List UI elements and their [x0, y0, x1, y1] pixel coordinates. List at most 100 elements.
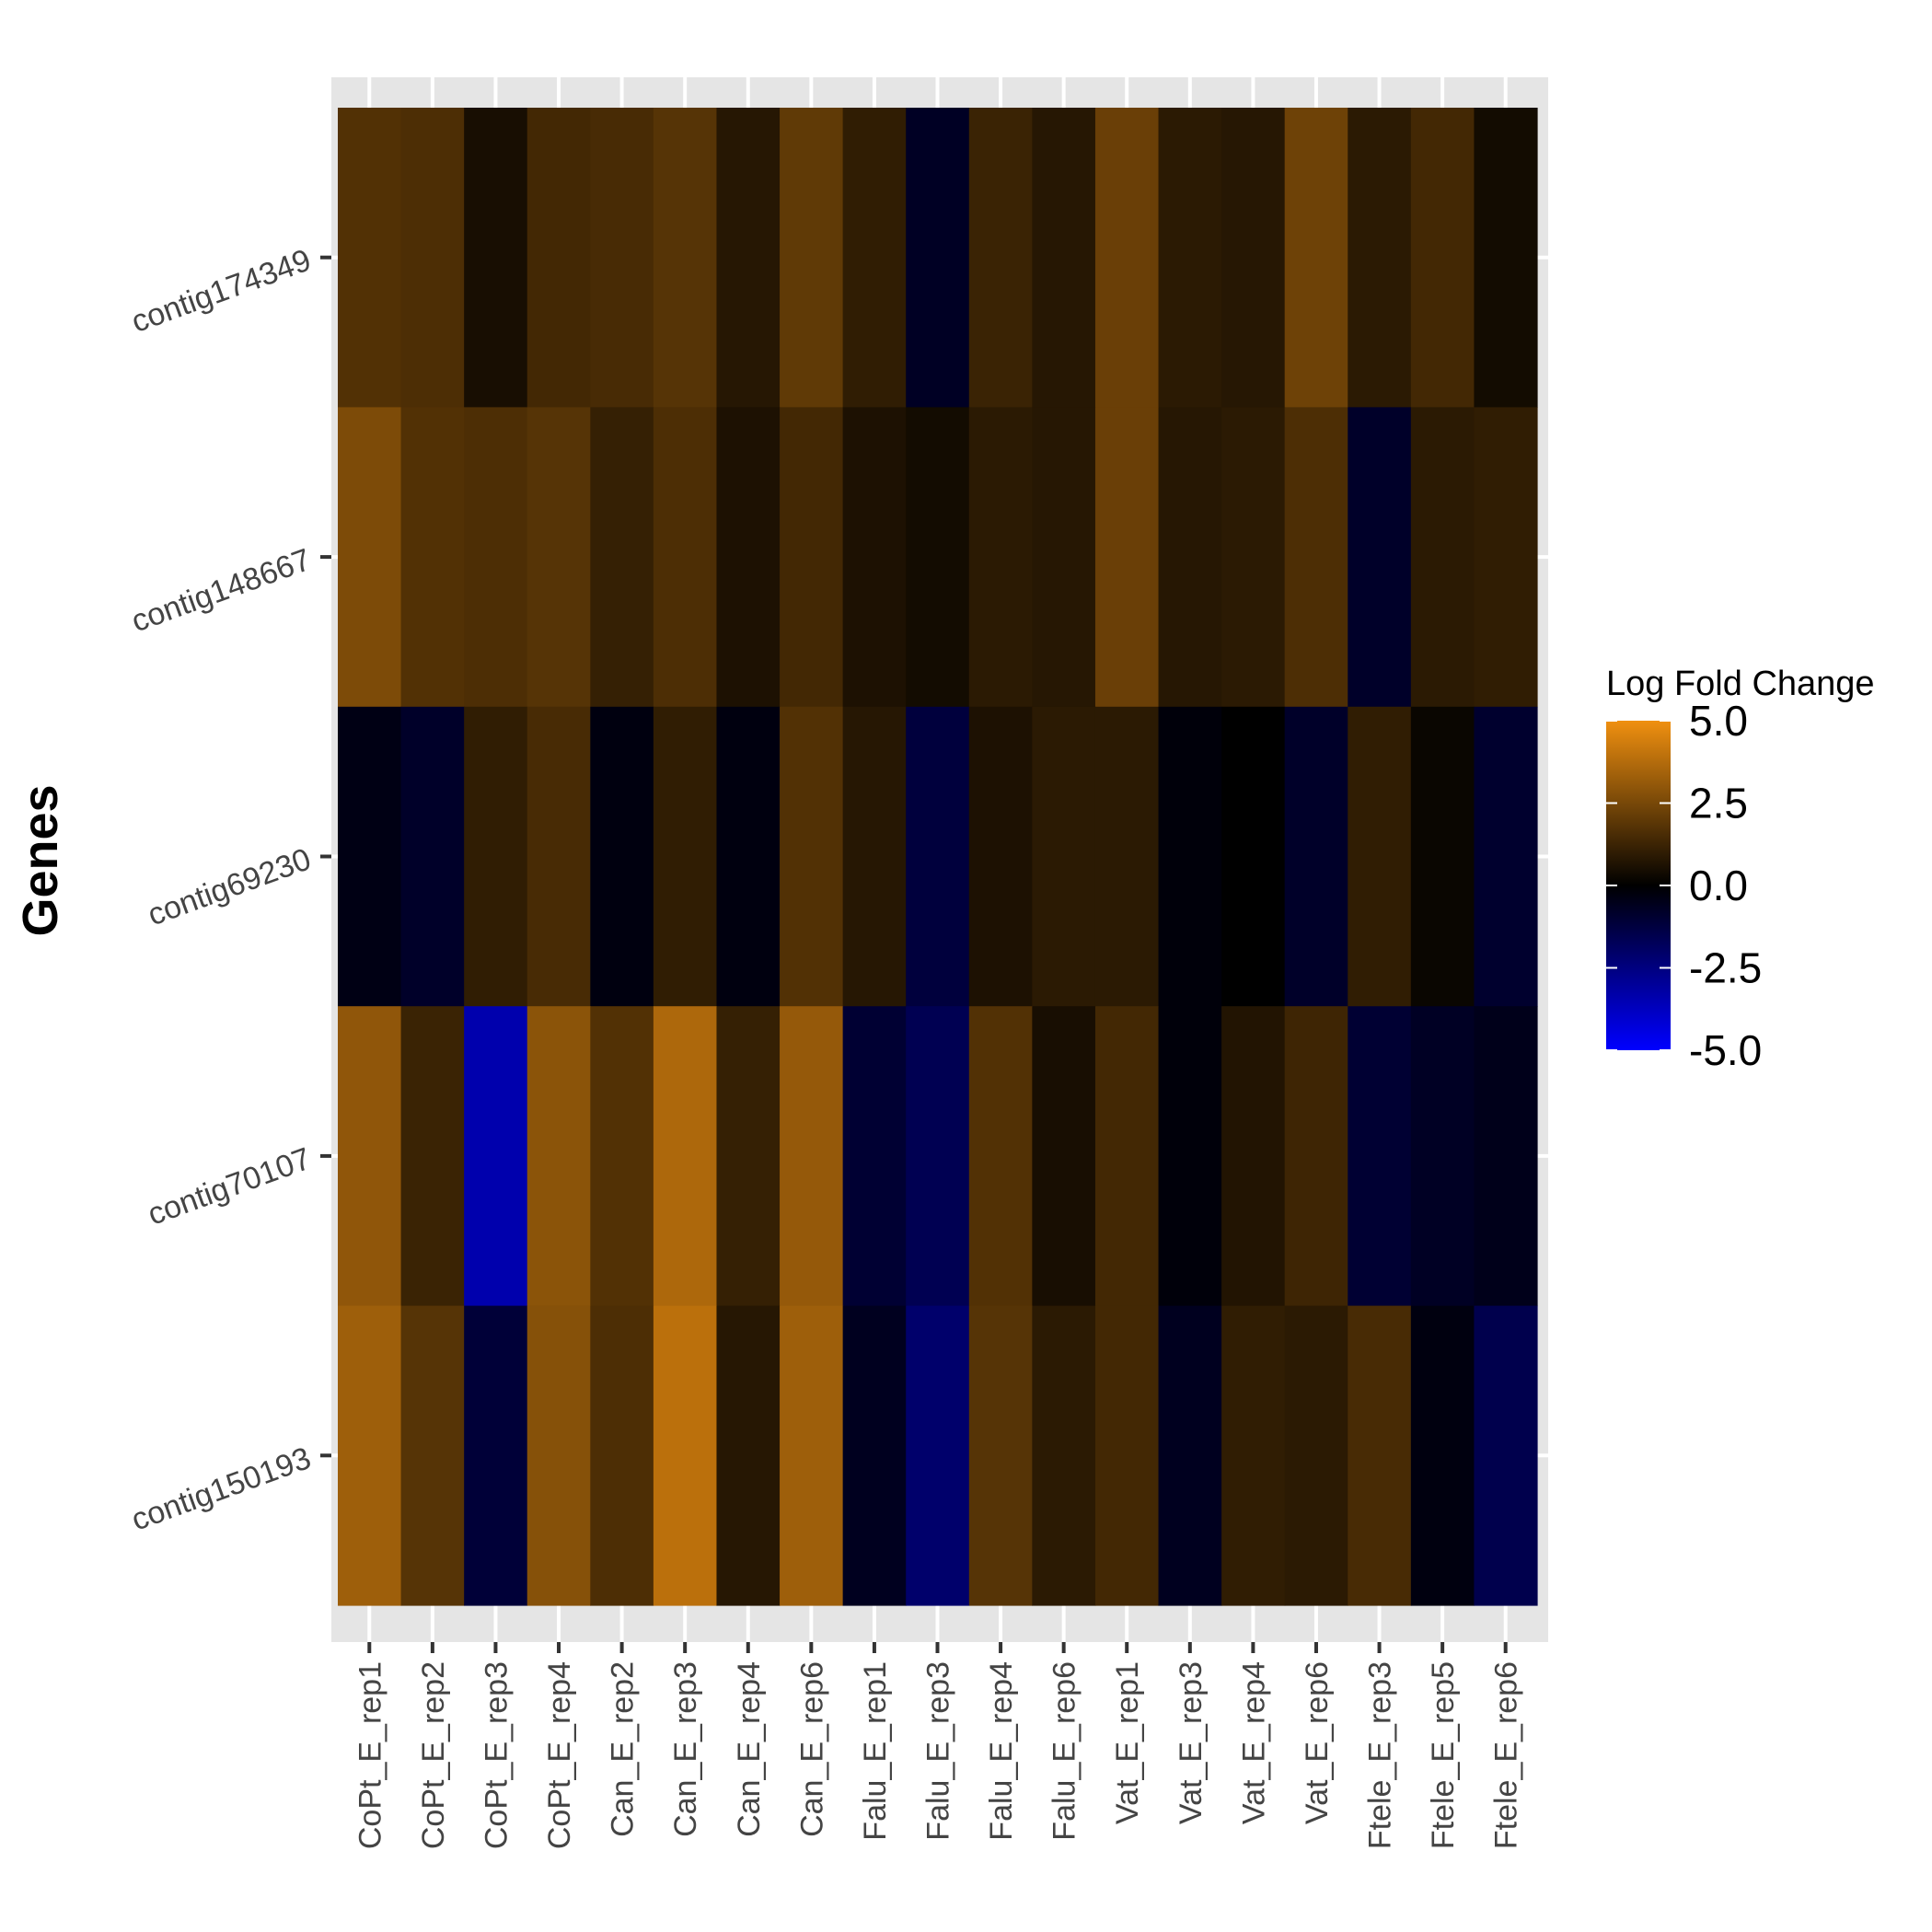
heatmap-cell — [400, 706, 465, 1007]
heatmap-cell — [1094, 1305, 1160, 1606]
x-tick-label: Vat_E_rep6 — [1300, 1661, 1335, 1824]
heatmap-cell — [1221, 108, 1286, 408]
heatmap-cell — [906, 1305, 970, 1606]
heatmap-cell — [653, 1006, 718, 1307]
heatmap-cell — [338, 1006, 402, 1307]
x-axis: CoPt_E_rep1 CoPt_E_rep2 CoPt_E_rep3 CoPt_E_… — [353, 1642, 1524, 1849]
legend-ticks: 5.0 2.5 0.0 -2.5 -5.0 — [1606, 697, 1762, 1074]
x-tick-label: CoPt_E_rep2 — [416, 1661, 451, 1849]
heatmap-cell — [526, 1305, 591, 1606]
heatmap-cell — [1158, 706, 1222, 1007]
heatmap-cell — [464, 108, 528, 408]
heatmap-cell — [400, 407, 465, 708]
heatmap-cell — [1221, 1305, 1286, 1606]
heatmap-cell — [906, 706, 970, 1007]
legend-tick-label: 0.0 — [1689, 862, 1748, 909]
x-tick-label: Can_E_rep3 — [668, 1661, 703, 1837]
heatmap-cell — [526, 706, 591, 1007]
heatmap-cell — [400, 1006, 465, 1307]
x-tick-label: Vat_E_rep3 — [1174, 1661, 1209, 1824]
heatmap-cell — [1284, 1006, 1348, 1307]
heatmap-cell — [906, 407, 970, 708]
heatmap-cell — [1410, 1305, 1475, 1606]
heatmap-cell — [780, 1305, 844, 1606]
x-tick-label: Ftele_E_rep6 — [1489, 1661, 1524, 1849]
x-tick-label: CoPt_E_rep4 — [542, 1661, 577, 1849]
x-tick-label: Ftele_E_rep5 — [1426, 1661, 1461, 1849]
heatmap-cell — [526, 108, 591, 408]
heatmap-cell — [716, 706, 781, 1007]
x-tick-label: Ftele_E_rep3 — [1363, 1661, 1398, 1849]
heatmap-cell — [1094, 108, 1160, 408]
heatmap-cell — [1348, 407, 1412, 708]
y-axis-title: Genes — [13, 784, 68, 936]
heatmap-cell — [716, 1006, 781, 1307]
heatmap-cell — [1474, 1006, 1538, 1307]
heatmap-cell — [968, 407, 1033, 708]
heatmap-cell — [1158, 1006, 1222, 1307]
legend-tick-label: 5.0 — [1689, 697, 1748, 745]
heatmap-cell — [653, 1305, 718, 1606]
legend-title: Log Fold Change — [1606, 665, 1875, 703]
heatmap-cell — [1032, 1006, 1096, 1307]
heatmap-cell — [842, 407, 907, 708]
y-tick-label: contig69230 — [144, 841, 316, 932]
heatmap-cell — [464, 1006, 528, 1307]
y-tick-label: contig70107 — [144, 1141, 316, 1232]
heatmap-cell — [1284, 407, 1348, 708]
heatmap-cell — [780, 108, 844, 408]
heatmap-cell — [338, 407, 402, 708]
heatmap-cell — [1284, 706, 1348, 1007]
color-legend: Log Fold Change 5.0 2.5 0.0 -2.5 -5.0 — [1606, 665, 1875, 1074]
heatmap-cell — [338, 108, 402, 408]
heatmap-cell — [906, 108, 970, 408]
heatmap-cell — [842, 108, 907, 408]
heatmap-cell — [590, 407, 654, 708]
heatmap-cell — [1032, 108, 1096, 408]
x-tick-label: Can_E_rep2 — [606, 1661, 641, 1837]
heatmap-cell — [1348, 108, 1412, 408]
heatmap-cell — [968, 706, 1033, 1007]
heatmap-cell — [338, 1305, 402, 1606]
heatmap-cell — [526, 1006, 591, 1307]
heatmap-cell — [1348, 1006, 1412, 1307]
heatmap-cell — [780, 1006, 844, 1307]
heatmap-cell — [1158, 407, 1222, 708]
x-tick-label: Vat_E_rep4 — [1236, 1661, 1271, 1824]
heatmap-cell — [1094, 407, 1160, 708]
legend-tick-label: -5.0 — [1689, 1026, 1762, 1074]
heatmap-cell — [1094, 706, 1160, 1007]
heatmap-cell — [338, 706, 402, 1007]
heatmap-cell — [1284, 1305, 1348, 1606]
heatmap-cell — [653, 108, 718, 408]
x-tick-label: Falu_E_rep1 — [858, 1661, 893, 1841]
heatmap-cell — [1348, 1305, 1412, 1606]
heatmap-cell — [1410, 1006, 1475, 1307]
heatmap-cell — [716, 108, 781, 408]
x-tick-label: CoPt_E_rep1 — [353, 1661, 388, 1849]
heatmap-cell — [716, 1305, 781, 1606]
heatmap-cell — [590, 108, 654, 408]
heatmap-cell — [1094, 1006, 1160, 1307]
x-tick-label: Can_E_rep6 — [794, 1661, 829, 1837]
heatmap-cell — [1410, 706, 1475, 1007]
heatmap-cell — [400, 108, 465, 408]
x-tick-label: Falu_E_rep4 — [984, 1661, 1019, 1841]
heatmap-cell — [842, 1305, 907, 1606]
x-tick-label: Falu_E_rep3 — [921, 1661, 956, 1841]
x-tick-label: Vat_E_rep1 — [1110, 1661, 1145, 1824]
heatmap-cell — [906, 1006, 970, 1307]
x-tick-label: Can_E_rep4 — [732, 1661, 767, 1837]
heatmap-cell — [590, 706, 654, 1007]
heatmap-cell — [1410, 407, 1475, 708]
heatmap-cell — [842, 706, 907, 1007]
y-axis: contig174349 contig148667 contig69230 conti… — [127, 243, 331, 1538]
heatmap-cell — [1474, 407, 1538, 708]
heatmap-cell — [1032, 706, 1096, 1007]
heatmap-cell — [526, 407, 591, 708]
heatmap-cell — [1474, 108, 1538, 408]
heatmap-cell — [653, 706, 718, 1007]
heatmap-cell — [1474, 1305, 1538, 1606]
heatmap-cell — [1032, 407, 1096, 708]
